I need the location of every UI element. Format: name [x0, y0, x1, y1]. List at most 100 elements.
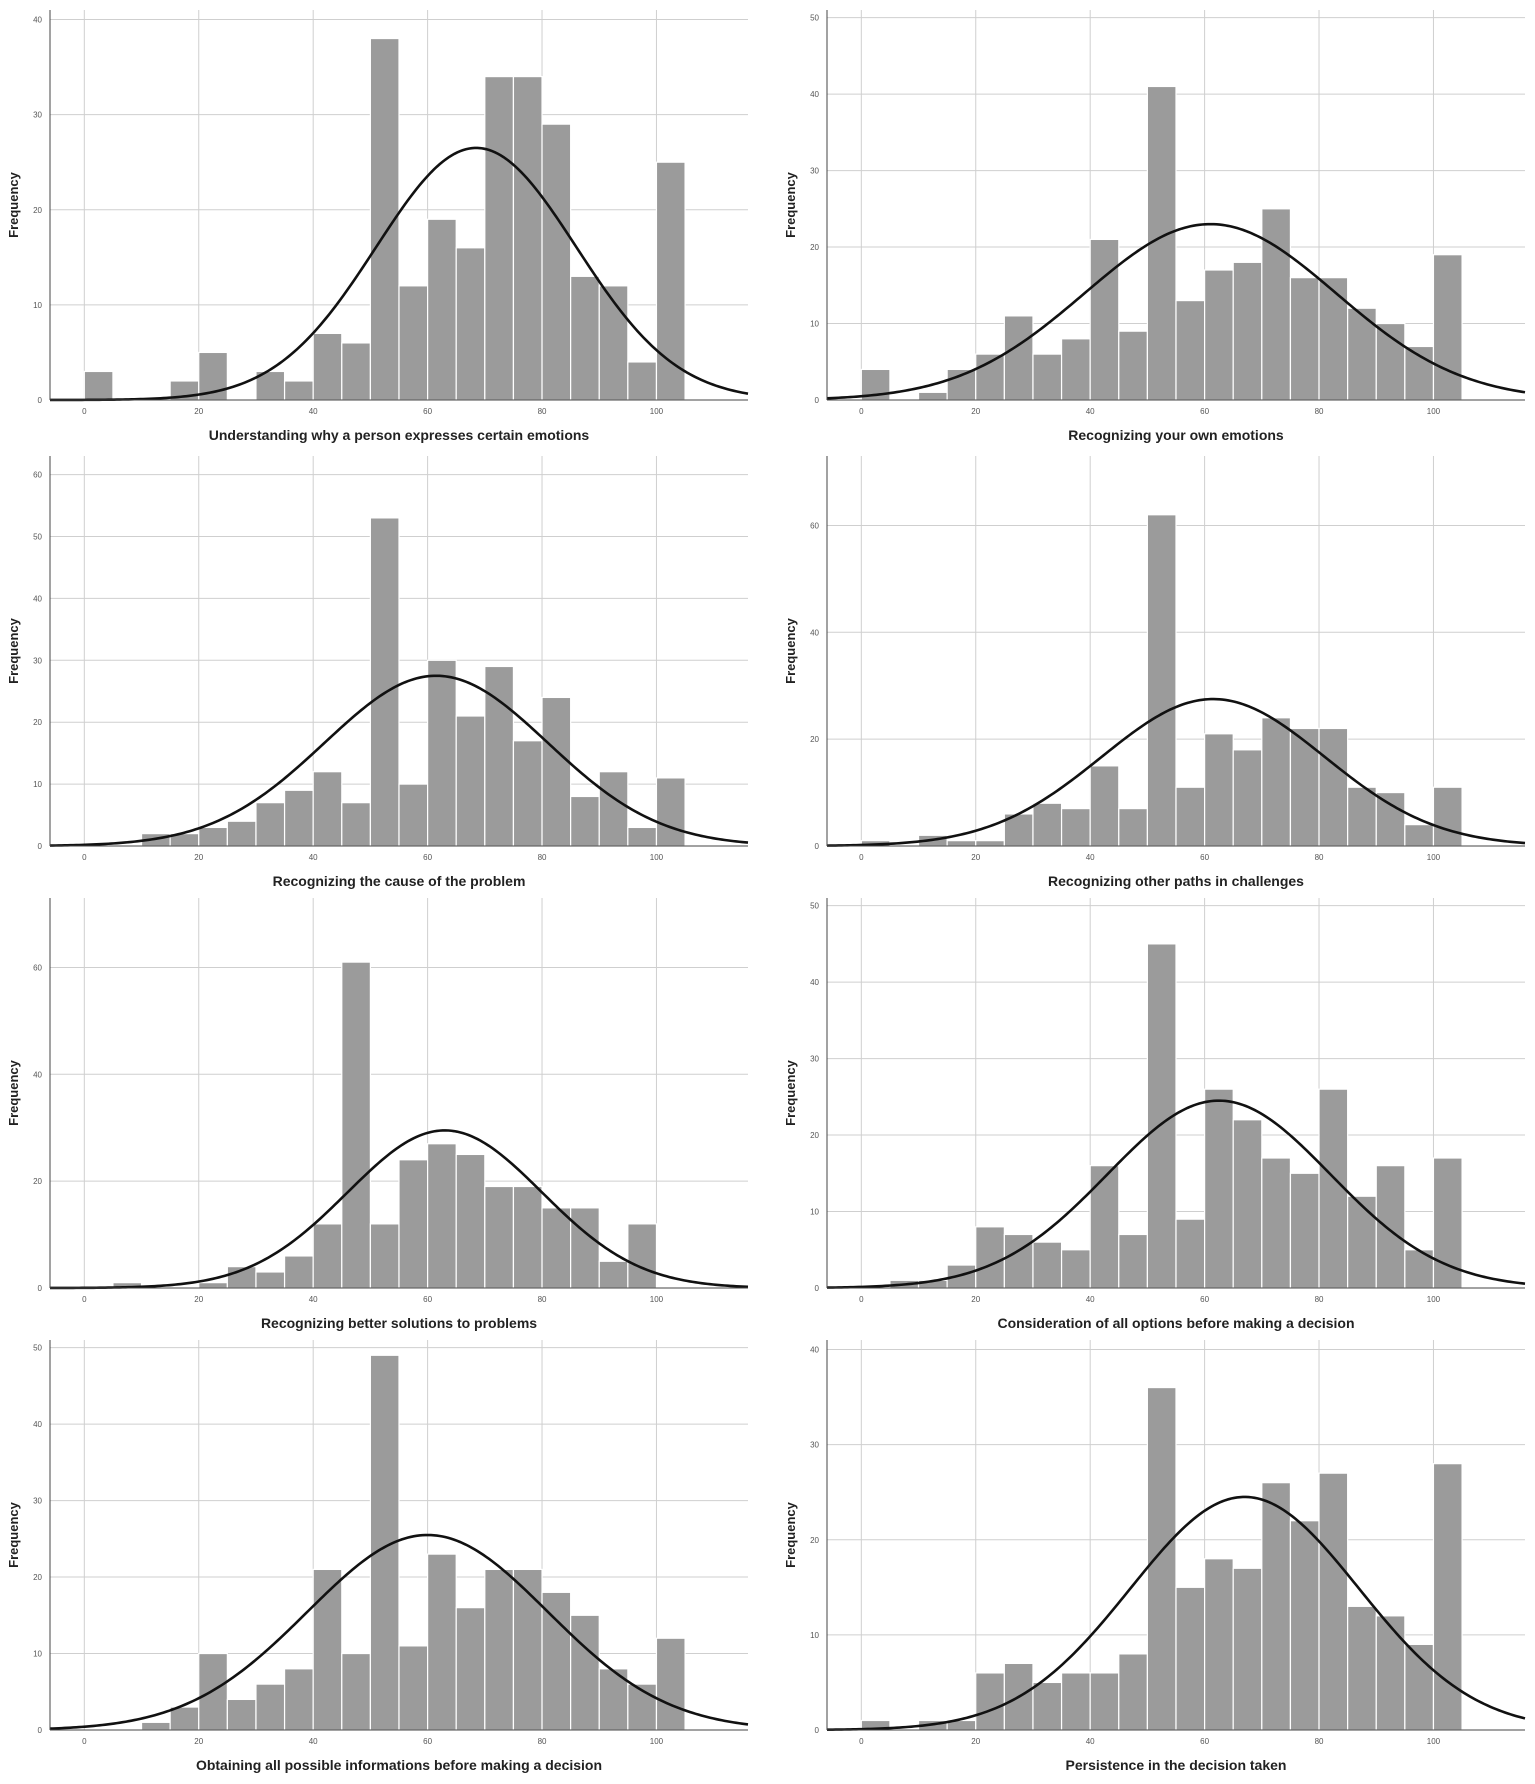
- histogram-bar: [1032, 802, 1063, 847]
- histogram-bar: [1118, 1233, 1148, 1289]
- histogram-bar: [570, 1614, 600, 1731]
- histogram-panel-7: 0 20 40 60 80 100 0 10 20 30 40 50 Obtaining all pos…: [0, 1330, 758, 1776]
- y-tick-label: 20: [810, 1536, 819, 1545]
- y-tick-label: 40: [33, 1420, 42, 1429]
- x-tick-label: 100: [650, 853, 664, 862]
- histogram-bar: [1032, 1241, 1063, 1289]
- histogram-bar: [975, 1226, 1005, 1289]
- histogram-bar: [283, 380, 314, 401]
- histogram-bar: [1432, 786, 1463, 847]
- histogram-bar: [255, 1271, 286, 1289]
- x-tick-label: 40: [1086, 1295, 1095, 1304]
- histogram-bar: [427, 659, 457, 847]
- x-axis-title: Persistence in the decision taken: [1066, 1757, 1287, 1773]
- y-tick-label: 50: [810, 902, 819, 911]
- x-tick-label: 40: [309, 853, 318, 862]
- histogram-bar: [1003, 315, 1034, 401]
- histogram-bar: [1089, 765, 1120, 847]
- histogram-bar: [512, 75, 543, 401]
- histogram-bar: [1175, 299, 1206, 401]
- x-tick-label: 0: [859, 407, 864, 416]
- histogram-bar: [1232, 1119, 1263, 1289]
- y-tick-label: 30: [810, 167, 819, 176]
- histogram-bar: [570, 275, 600, 401]
- x-tick-label: 100: [650, 1295, 664, 1304]
- x-tick-label: 80: [1315, 407, 1324, 416]
- y-tick-label: 30: [33, 111, 42, 120]
- histogram-bar: [1175, 1586, 1206, 1731]
- y-tick-label: 10: [33, 780, 42, 789]
- histogram-bar: [312, 332, 343, 401]
- histogram-bar: [627, 826, 658, 847]
- x-tick-label: 20: [194, 407, 203, 416]
- y-tick-label: 0: [815, 1726, 820, 1735]
- histogram-bar: [341, 1652, 371, 1731]
- histogram-bar: [946, 840, 977, 847]
- x-tick-label: 100: [1427, 1295, 1441, 1304]
- x-axis-title: Recognizing the cause of the problem: [273, 873, 526, 889]
- histogram-bar: [1089, 1672, 1120, 1731]
- normal-curve: [826, 222, 1526, 400]
- normal-curve: [826, 697, 1526, 847]
- histogram-bar: [627, 361, 658, 401]
- normal-curve: [826, 1099, 1526, 1289]
- histogram-bar: [1060, 338, 1091, 401]
- y-tick-label: 50: [810, 14, 819, 23]
- histogram-bar: [83, 370, 114, 401]
- histogram-bar: [1032, 353, 1063, 401]
- x-tick-label: 80: [1315, 853, 1324, 862]
- y-tick-label: 30: [810, 1055, 819, 1064]
- x-tick-label: 80: [538, 1295, 547, 1304]
- x-tick-label: 60: [423, 853, 432, 862]
- histogram-bar: [341, 961, 371, 1289]
- y-tick-label: 0: [815, 1284, 820, 1293]
- y-tick-label: 0: [38, 1726, 43, 1735]
- y-tick-label: 10: [33, 1650, 42, 1659]
- y-tick-label: 40: [810, 628, 819, 637]
- histogram-bar: [1375, 1615, 1406, 1731]
- histogram-panel-4: 0 20 40 60 80 100 0 20 40 60 Recognizing other pat…: [777, 446, 1535, 892]
- y-tick-label: 20: [810, 243, 819, 252]
- histogram-bar: [1118, 330, 1148, 401]
- x-tick-label: 20: [971, 407, 980, 416]
- y-tick-label: 40: [810, 978, 819, 987]
- histogram-bar: [1432, 254, 1463, 401]
- histogram-bar: [917, 391, 948, 401]
- y-axis-title: Frequency: [783, 171, 798, 238]
- histogram-bar: [1289, 1172, 1320, 1289]
- x-tick-label: 20: [194, 1295, 203, 1304]
- histogram-bar: [1375, 791, 1406, 847]
- histogram-bar: [369, 517, 400, 847]
- x-tick-label: 80: [538, 853, 547, 862]
- histogram-bar: [975, 840, 1005, 847]
- x-tick-label: 0: [82, 1737, 87, 1746]
- y-tick-label: 10: [810, 1208, 819, 1217]
- y-tick-label: 0: [815, 842, 820, 851]
- x-tick-label: 60: [1200, 1295, 1209, 1304]
- histogram-bar: [255, 1683, 286, 1731]
- x-tick-label: 0: [82, 407, 87, 416]
- y-tick-label: 10: [810, 320, 819, 329]
- histogram-chart-4: 0 20 40 60 80 100 0 20 40 60 Recognizing other pat…: [783, 456, 1526, 889]
- histogram-bar: [1175, 1218, 1206, 1289]
- x-tick-label: 20: [971, 1737, 980, 1746]
- histogram-chart-7: 0 20 40 60 80 100 0 10 20 30 40 50 Obtaining all pos…: [6, 1340, 749, 1773]
- histogram-bar: [427, 1553, 457, 1731]
- x-tick-label: 40: [309, 1737, 318, 1746]
- histogram-bar: [484, 1568, 515, 1731]
- x-axis-title: Obtaining all possible informations befo…: [196, 1757, 602, 1773]
- y-axis-title: Frequency: [783, 1059, 798, 1126]
- histogram-bar: [1289, 727, 1320, 847]
- y-tick-label: 10: [810, 1631, 819, 1640]
- histogram-bar: [1347, 786, 1377, 847]
- x-tick-label: 20: [194, 853, 203, 862]
- histogram-panel-5: 0 20 40 60 80 100 0 20 40 60 Recognizing better so…: [0, 888, 758, 1334]
- histogram-bar: [975, 1672, 1005, 1731]
- x-axis-title: Understanding why a person expresses cer…: [209, 427, 590, 443]
- y-tick-label: 60: [33, 471, 42, 480]
- histogram-bar: [341, 342, 371, 401]
- x-tick-label: 40: [1086, 1737, 1095, 1746]
- histogram-bar: [541, 1591, 572, 1731]
- x-tick-label: 20: [194, 1737, 203, 1746]
- histogram-bar: [398, 285, 429, 401]
